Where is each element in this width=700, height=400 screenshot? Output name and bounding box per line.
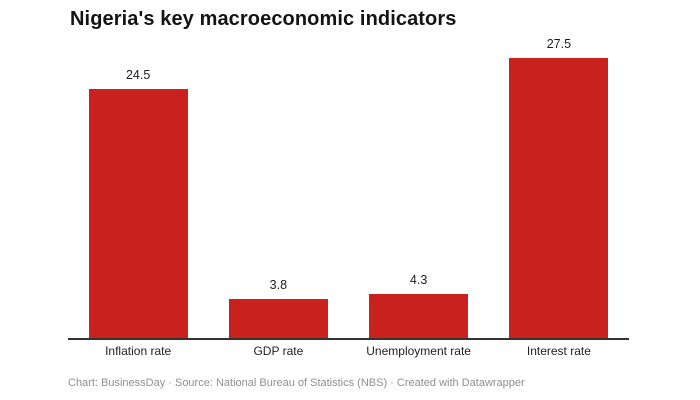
- bar-group-2: 3.8: [208, 30, 348, 340]
- bar: [369, 294, 469, 338]
- category-label: Interest rate: [526, 344, 591, 358]
- bar-group-1: 24.5: [68, 30, 208, 340]
- bar-value-label: 27.5: [546, 37, 572, 51]
- bar-group-3: 4.3: [349, 30, 489, 340]
- category-label: Unemployment rate: [366, 344, 471, 358]
- attribution-footer: Chart: BusinessDay · Source: National Bu…: [68, 377, 525, 389]
- bar: [88, 88, 188, 338]
- bar-value-label: 4.3: [409, 273, 428, 288]
- x-axis-line: [68, 338, 629, 340]
- bars-container: 24.5 3.8 4.3 27.5: [68, 30, 629, 340]
- plot-area: 24.5 3.8 4.3 27.5 Inflation rate GDP rate Une…: [68, 30, 629, 358]
- bar-value-label: 24.5: [125, 67, 151, 82]
- bar: [509, 58, 609, 338]
- category-label: GDP rate: [253, 344, 304, 358]
- chart-title: Nigeria's key macroeconomic indicators: [70, 8, 457, 30]
- bar-value-label: 3.8: [269, 278, 288, 293]
- category-labels-row: Inflation rate GDP rate Unemployment rate I…: [68, 344, 629, 359]
- category-label: Inflation rate: [105, 344, 172, 358]
- bar: [228, 299, 328, 338]
- bar-group-4: 27.5: [489, 30, 629, 340]
